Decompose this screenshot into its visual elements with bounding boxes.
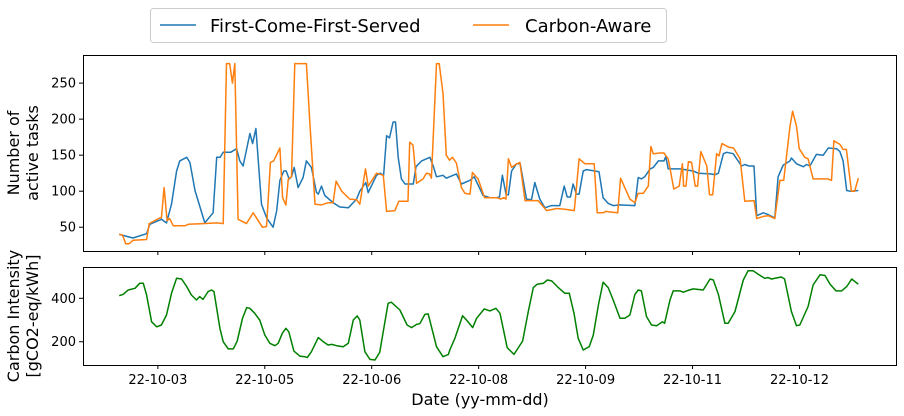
tasks-ytick-label: 200 (51, 113, 76, 128)
xtick-label: 22-10-12 (770, 373, 829, 388)
carbon-intensity-plot: 200 400 22-10-03 22-10-05 22-10-06 22-10-08 22… (51, 267, 897, 388)
tasks-axes-frame (83, 55, 897, 252)
carbon-ytick-label: 200 (51, 335, 76, 350)
x-axis-label: Date (yy-mm-dd) (411, 390, 549, 409)
tasks-ytick-label: 150 (51, 149, 76, 164)
tasks-ytick-label: 50 (59, 221, 76, 236)
xtick-label: 22-10-05 (235, 373, 294, 388)
carbon-ytick-label: 400 (51, 292, 76, 307)
carbon-axes-frame (83, 267, 897, 366)
tasks-series-carbon-aware (119, 62, 860, 245)
xtick-label: 22-10-11 (663, 373, 722, 388)
tasks-ytick-label: 100 (51, 185, 76, 200)
legend: First-Come-First-Served Carbon-Aware (150, 8, 667, 43)
top-ylabel-line2: active tasks (23, 105, 42, 201)
xtick-label: 22-10-09 (556, 373, 615, 388)
top-ylabel-line1: Number of (4, 110, 23, 195)
bottom-ylabel-line2: [gCO2-eq/kWh] (23, 255, 42, 378)
tasks-ytick-label: 250 (51, 77, 76, 92)
tasks-series-first-come-first-served (119, 121, 859, 239)
bottom-ylabel-line1: Carbon Intensity (4, 250, 23, 382)
carbon-series-carbon-intensity (118, 269, 859, 361)
legend-label-fcfs: First-Come-First-Served (210, 16, 421, 37)
legend-label-carbon-aware: Carbon-Aware (525, 16, 651, 37)
legend-frame (150, 8, 667, 43)
xtick-label: 22-10-06 (342, 373, 401, 388)
active-tasks-plot: 50 100 150 200 250 (51, 55, 897, 255)
xtick-label: 22-10-08 (449, 373, 508, 388)
xtick-label: 22-10-03 (128, 373, 187, 388)
